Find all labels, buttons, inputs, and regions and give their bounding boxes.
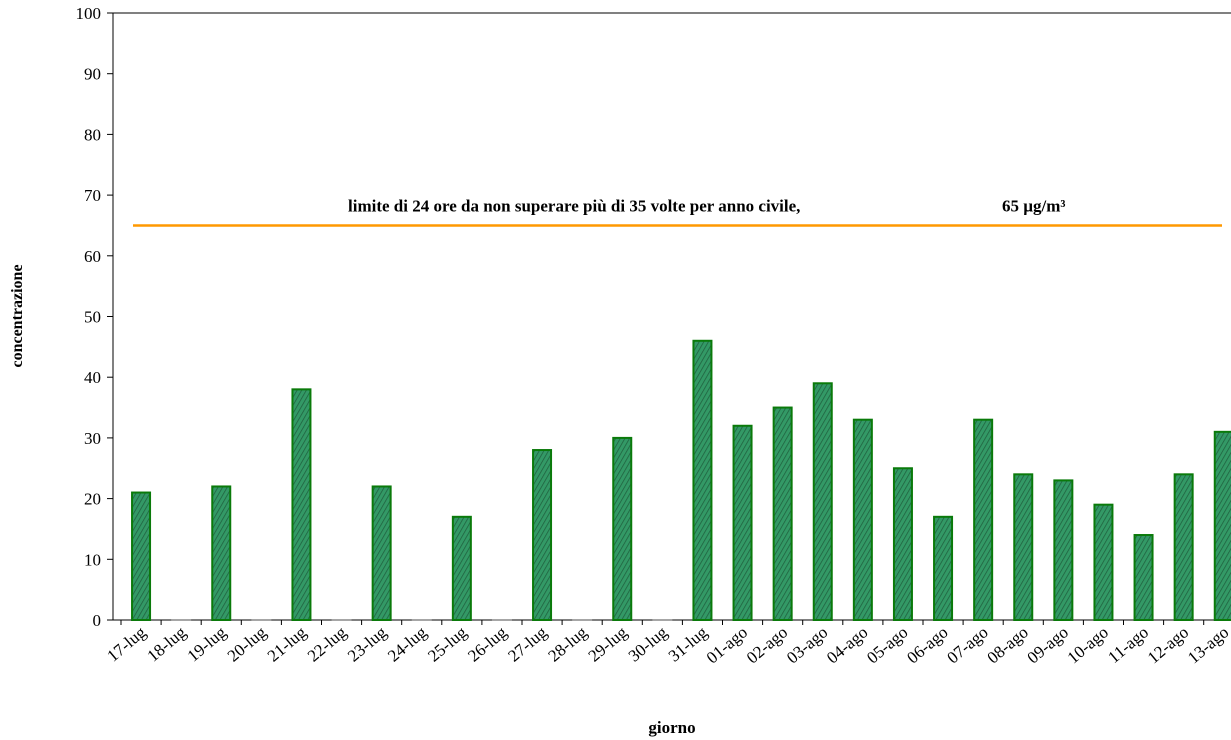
x-tick-label: 18-lug — [144, 622, 191, 665]
y-tick-label: 70 — [84, 186, 101, 205]
bar — [1213, 430, 1231, 621]
y-tick-label: 30 — [84, 429, 101, 448]
bar — [933, 515, 954, 621]
y-tick-label: 20 — [84, 490, 101, 509]
x-tick-label: 24-lug — [384, 622, 431, 665]
bar — [291, 388, 312, 621]
x-tick-label: 02-ago — [743, 623, 791, 668]
x-tick-label: 30-lug — [625, 622, 672, 665]
y-tick-label: 80 — [84, 125, 101, 144]
threshold-label: 65 µg/m³ — [1002, 196, 1066, 215]
x-tick-label: 13-ago — [1184, 623, 1231, 668]
x-tick-label: 09-ago — [1024, 623, 1072, 668]
bar — [892, 467, 913, 621]
x-tick-label: 08-ago — [983, 623, 1031, 668]
bar — [1133, 534, 1154, 622]
bar — [772, 406, 793, 621]
x-tick-label: 01-ago — [703, 623, 751, 668]
bar — [131, 491, 152, 621]
y-tick-label: 0 — [93, 611, 102, 630]
x-tick-label: 06-ago — [903, 623, 951, 668]
x-tick-label: 31-lug — [665, 622, 712, 665]
bar — [1013, 473, 1034, 621]
x-tick-label: 04-ago — [823, 623, 871, 668]
x-tick-label: 20-lug — [224, 622, 271, 665]
x-tick-label: 21-lug — [264, 622, 311, 665]
bar — [371, 485, 392, 621]
x-tick-label: 27-lug — [504, 622, 551, 665]
bar — [812, 382, 833, 621]
y-tick-label: 90 — [84, 65, 101, 84]
x-tick-label: 11-ago — [1104, 623, 1152, 667]
x-tick-label: 12-ago — [1144, 623, 1192, 668]
x-tick-label: 22-lug — [304, 622, 351, 665]
bar — [732, 424, 753, 622]
threshold-text: limite di 24 ore da non superare più di … — [348, 196, 800, 215]
bar — [211, 485, 232, 621]
x-tick-label: 26-lug — [464, 622, 511, 665]
y-tick-label: 60 — [84, 247, 101, 266]
bar — [1173, 473, 1194, 621]
x-tick-label: 19-lug — [184, 622, 231, 665]
y-tick-label: 40 — [84, 368, 101, 387]
x-tick-label: 29-lug — [585, 622, 632, 665]
y-tick-label: 10 — [84, 550, 101, 569]
x-axis-title: giorno — [648, 718, 695, 737]
y-axis-title: concentrazione — [9, 264, 26, 367]
bar — [973, 418, 994, 621]
y-tick-label: 100 — [76, 4, 102, 23]
bar — [692, 339, 713, 621]
y-tick-label: 50 — [84, 308, 101, 327]
bar — [451, 515, 472, 621]
x-tick-label: 17-lug — [103, 622, 150, 665]
bar — [1093, 503, 1114, 622]
bar — [532, 449, 553, 622]
x-tick-label: 25-lug — [424, 622, 471, 665]
x-tick-label: 03-ago — [783, 623, 831, 668]
bar — [612, 436, 633, 621]
x-tick-label: 23-lug — [344, 622, 391, 665]
bar — [1053, 479, 1074, 622]
x-tick-label: 05-ago — [863, 623, 911, 668]
x-tick-label: 07-ago — [943, 623, 991, 668]
bar — [852, 418, 873, 621]
x-tick-label: 10-ago — [1064, 623, 1112, 668]
x-tick-label: 28-lug — [545, 622, 592, 665]
